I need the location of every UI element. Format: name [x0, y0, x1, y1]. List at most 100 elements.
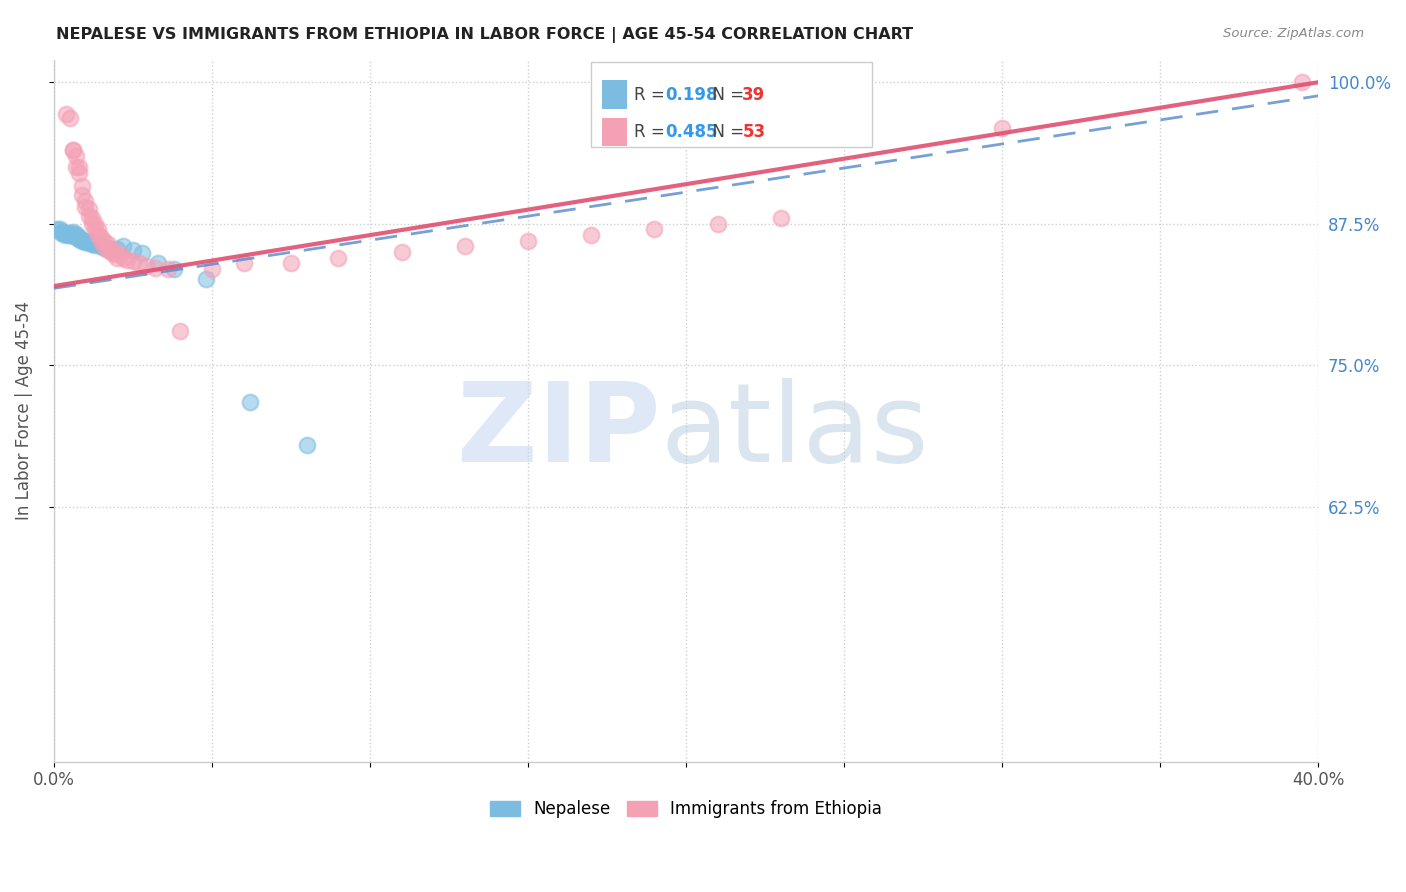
Point: [156, 262, 179, 277]
Point: [49, 225, 72, 239]
Point: [100, 242, 122, 256]
Point: [90, 239, 112, 253]
Text: NEPALESE VS IMMIGRANTS FROM ETHIOPIA IN LABOR FORCE | AGE 45-54 CORRELATION CHAR: NEPALESE VS IMMIGRANTS FROM ETHIOPIA IN …: [56, 27, 914, 43]
Point: [80, 237, 103, 252]
Text: atlas: atlas: [661, 378, 929, 485]
Text: 0.198: 0.198: [665, 86, 717, 103]
Point: [100, 242, 122, 256]
Point: [46, 222, 69, 236]
Point: [643, 222, 665, 236]
Point: [93, 234, 115, 248]
Point: [84, 222, 107, 236]
Point: [72, 188, 94, 202]
Point: [80, 217, 103, 231]
Legend: Nepalese, Immigrants from Ethiopia: Nepalese, Immigrants from Ethiopia: [484, 794, 889, 825]
Point: [65, 227, 87, 241]
Point: [131, 246, 153, 260]
Point: [1291, 75, 1313, 89]
Point: [128, 256, 150, 270]
Point: [55, 107, 77, 121]
Point: [52, 225, 75, 239]
Point: [93, 241, 115, 255]
Point: [65, 230, 87, 244]
Point: [59, 112, 82, 126]
Point: [59, 226, 82, 240]
Point: [454, 239, 477, 253]
Text: 0.485: 0.485: [665, 123, 717, 141]
Point: [991, 120, 1014, 135]
Point: [59, 228, 82, 243]
Point: [77, 202, 100, 216]
Point: [105, 242, 128, 256]
Text: Source: ZipAtlas.com: Source: ZipAtlas.com: [1223, 27, 1364, 40]
Point: [75, 194, 97, 208]
Point: [55, 228, 77, 243]
Point: [52, 227, 75, 241]
Text: N =: N =: [702, 86, 749, 103]
Point: [121, 243, 143, 257]
Point: [72, 179, 94, 194]
Point: [103, 245, 125, 260]
Point: [194, 272, 217, 286]
Point: [77, 234, 100, 248]
Point: [75, 234, 97, 248]
Point: [77, 209, 100, 223]
Point: [84, 217, 107, 231]
Point: [67, 230, 90, 244]
Point: [75, 200, 97, 214]
Point: [769, 211, 792, 226]
Point: [72, 233, 94, 247]
Point: [134, 259, 156, 273]
Text: N =: N =: [702, 123, 749, 141]
Point: [579, 228, 602, 243]
Point: [121, 254, 143, 268]
Point: [110, 247, 132, 261]
Point: [163, 262, 186, 277]
Point: [115, 253, 138, 268]
Point: [112, 239, 135, 253]
Point: [87, 222, 110, 236]
Point: [67, 160, 90, 174]
Point: [232, 256, 254, 270]
Point: [169, 324, 191, 338]
Point: [77, 235, 100, 250]
Point: [75, 235, 97, 249]
Point: [59, 228, 82, 243]
Point: [62, 225, 84, 239]
Point: [62, 228, 84, 243]
Point: [97, 243, 120, 257]
Point: [391, 245, 413, 260]
Point: [93, 239, 115, 253]
Point: [328, 251, 350, 265]
Point: [87, 237, 110, 252]
Text: ZIP: ZIP: [457, 378, 661, 485]
Text: 39: 39: [742, 86, 766, 103]
Point: [100, 245, 122, 260]
Point: [65, 229, 87, 244]
Point: [65, 160, 87, 174]
Point: [87, 228, 110, 243]
Point: [72, 234, 94, 248]
Point: [280, 256, 302, 270]
Point: [146, 256, 169, 270]
Point: [97, 237, 120, 252]
Point: [62, 143, 84, 157]
Point: [49, 222, 72, 236]
Point: [201, 262, 224, 277]
Text: R =: R =: [634, 123, 671, 141]
Point: [65, 149, 87, 163]
Point: [67, 166, 90, 180]
Point: [67, 231, 90, 245]
Text: R =: R =: [634, 86, 671, 103]
Text: 53: 53: [742, 123, 765, 141]
Point: [62, 143, 84, 157]
Point: [105, 251, 128, 265]
Point: [103, 247, 125, 261]
Point: [80, 211, 103, 226]
Point: [90, 230, 112, 244]
Point: [295, 437, 318, 451]
Y-axis label: In Labor Force | Age 45-54: In Labor Force | Age 45-54: [15, 301, 32, 520]
Point: [55, 226, 77, 240]
Point: [517, 234, 540, 248]
Point: [90, 234, 112, 248]
